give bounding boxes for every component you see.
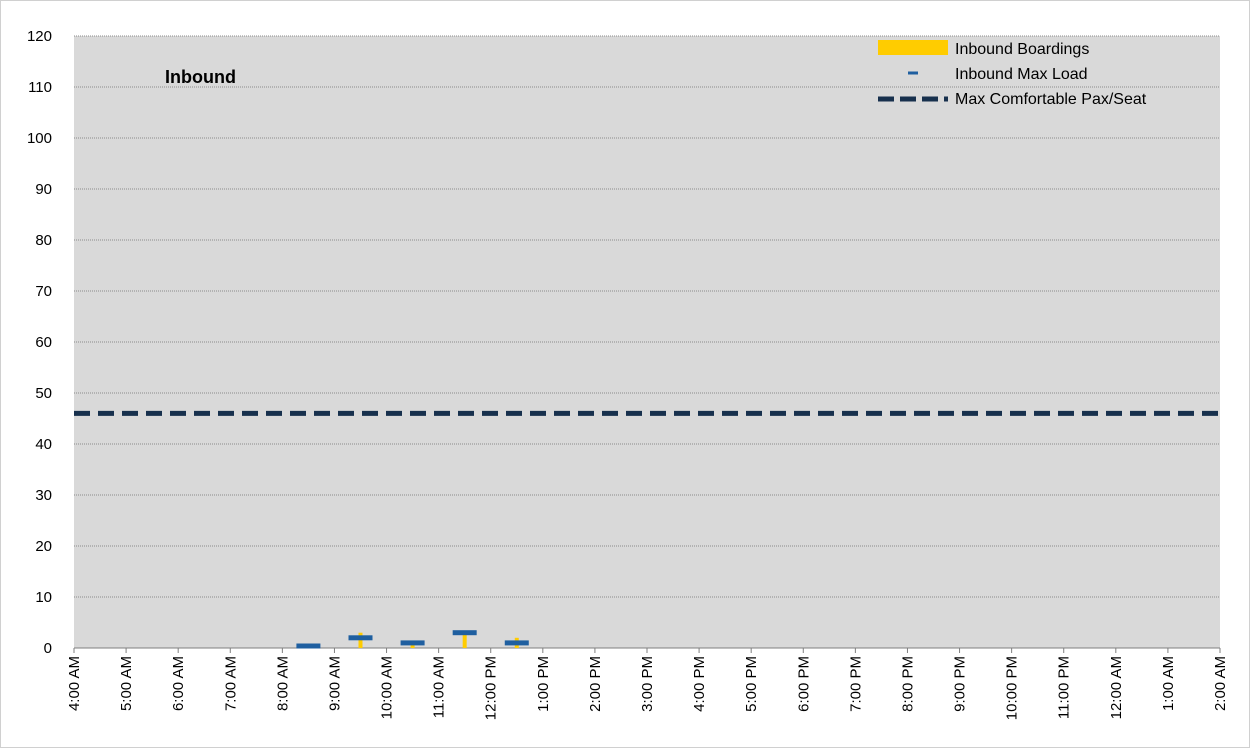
y-axis-ticks: 0 10 20 30 40 50 60 70 80 90 100 110 120 bbox=[27, 28, 52, 657]
x-tick-label: 9:00 PM bbox=[952, 656, 969, 712]
chart-title: Inbound bbox=[165, 67, 236, 87]
legend-label-boardings: Inbound Boardings bbox=[955, 41, 1089, 58]
y-tick-label: 60 bbox=[35, 334, 52, 351]
legend-label-max-load: Inbound Max Load bbox=[955, 66, 1088, 83]
x-tick-label: 11:00 PM bbox=[1056, 656, 1073, 719]
x-tick-label: 8:00 PM bbox=[899, 656, 916, 712]
x-tick-label: 5:00 AM bbox=[118, 656, 135, 711]
y-tick-label: 30 bbox=[35, 487, 52, 504]
x-tick-label: 10:00 PM bbox=[1004, 656, 1021, 720]
legend-swatch-boardings bbox=[878, 40, 948, 55]
boardings-bar bbox=[410, 642, 415, 648]
y-tick-label: 10 bbox=[35, 589, 52, 606]
max-load-marker bbox=[348, 635, 373, 641]
max-load-markers bbox=[296, 630, 529, 649]
legend: Inbound Boardings Inbound Max Load Max Com… bbox=[878, 40, 1147, 108]
x-tick-label: 2:00 AM bbox=[1212, 656, 1229, 711]
boardings-bar bbox=[358, 632, 363, 648]
boardings-bar bbox=[462, 632, 467, 648]
max-load-marker bbox=[504, 640, 529, 646]
x-tick-label: 12:00 PM bbox=[483, 656, 500, 720]
x-tick-label: 12:00 AM bbox=[1108, 656, 1125, 719]
x-tick-label: 6:00 AM bbox=[170, 656, 187, 711]
legend-swatch-max-load bbox=[908, 71, 918, 75]
x-axis-ticks: 4:00 AM 5:00 AM 6:00 AM 7:00 AM 8:00 AM 9:00 … bbox=[66, 648, 1229, 720]
y-tick-label: 110 bbox=[28, 79, 52, 96]
gridlines bbox=[74, 35, 1220, 649]
legend-label-comfort: Max Comfortable Pax/Seat bbox=[955, 91, 1147, 108]
max-load-marker bbox=[296, 643, 321, 649]
y-tick-label: 40 bbox=[35, 436, 52, 453]
x-tick-label: 5:00 PM bbox=[743, 656, 760, 712]
max-load-marker bbox=[452, 630, 477, 636]
x-tick-label: 4:00 AM bbox=[66, 656, 83, 711]
max-load-marker bbox=[400, 640, 425, 646]
x-tick-label: 1:00 AM bbox=[1160, 656, 1177, 711]
x-tick-label: 10:00 AM bbox=[379, 656, 396, 719]
x-tick-label: 1:00 PM bbox=[535, 656, 552, 712]
x-tick-label: 11:00 AM bbox=[431, 656, 448, 718]
y-tick-label: 120 bbox=[27, 28, 52, 45]
x-tick-label: 2:00 PM bbox=[587, 656, 604, 712]
y-tick-label: 20 bbox=[35, 538, 52, 555]
x-tick-label: 7:00 AM bbox=[222, 656, 239, 711]
x-tick-label: 7:00 PM bbox=[847, 656, 864, 712]
y-tick-label: 80 bbox=[35, 232, 52, 249]
y-tick-label: 90 bbox=[35, 181, 52, 198]
x-tick-label: 8:00 AM bbox=[274, 656, 291, 711]
x-tick-label: 4:00 PM bbox=[691, 656, 708, 712]
y-tick-label: 50 bbox=[35, 385, 52, 402]
y-tick-label: 100 bbox=[27, 130, 52, 147]
y-tick-label: 70 bbox=[35, 283, 52, 300]
x-tick-label: 6:00 PM bbox=[795, 656, 812, 712]
x-tick-label: 3:00 PM bbox=[639, 656, 656, 712]
x-tick-label: 9:00 AM bbox=[326, 656, 343, 711]
y-tick-label: 0 bbox=[44, 640, 52, 657]
